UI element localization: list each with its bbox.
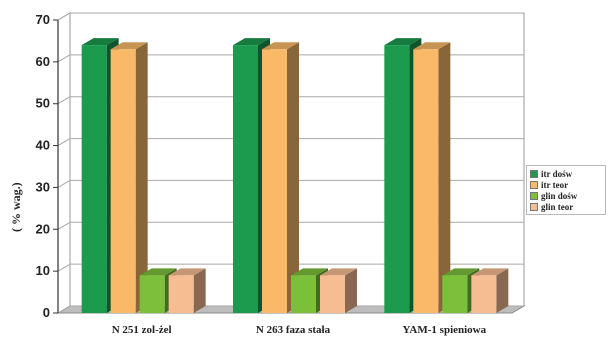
x-category-label: N 263 faza stała: [256, 324, 331, 336]
x-axis-categories: N 251 zol-żel N 263 faza stała YAM-1 spien…: [112, 324, 487, 336]
y-tick-label: 0: [43, 305, 50, 320]
gridline-side: [57, 138, 71, 147]
legend-item: glin dośw: [530, 190, 602, 201]
bar-side: [438, 42, 451, 314]
gridline-side: [57, 12, 71, 21]
gridline-side: [57, 54, 71, 63]
bar-side: [496, 268, 509, 313]
bar-top: [168, 268, 206, 276]
bar: [110, 42, 148, 314]
bar-top: [320, 268, 357, 276]
bar-side: [135, 42, 148, 314]
bars: [81, 38, 509, 314]
legend-swatch: [530, 180, 538, 189]
bar: [413, 42, 451, 314]
gridline-side: [57, 263, 71, 272]
bar: [320, 268, 357, 313]
bar: [291, 268, 328, 313]
legend-label: itr dośw: [541, 168, 573, 179]
y-tick-label: 20: [36, 221, 50, 236]
y-tick-label: 60: [36, 54, 50, 69]
bar-top: [81, 38, 119, 46]
legend-label: itr teor: [541, 179, 569, 190]
bar-top: [471, 268, 509, 276]
bar-front: [168, 275, 194, 313]
bar-top: [291, 268, 328, 276]
x-category-label: YAM-1 spieniowa: [403, 324, 487, 336]
bar: [471, 268, 509, 313]
bar-top: [262, 42, 299, 50]
legend: itr dośw itr teor glin dośw glin teor: [526, 165, 606, 215]
bar-top: [110, 42, 148, 50]
legend-swatch: [530, 202, 538, 211]
bar-front: [413, 49, 439, 314]
legend-label: glin dośw: [541, 190, 578, 201]
y-tick-label: 40: [36, 138, 50, 153]
legend-label: glin teor: [541, 201, 574, 212]
bar-front: [291, 275, 316, 313]
bar-side: [345, 268, 357, 313]
legend-swatch: [530, 169, 538, 178]
bar-front: [442, 275, 468, 313]
bar-top: [139, 268, 177, 276]
gridline-side: [57, 221, 71, 230]
legend-swatch: [530, 191, 538, 200]
bar-front: [384, 45, 410, 313]
legend-item: itr teor: [530, 179, 602, 190]
gridline-side: [57, 96, 71, 105]
x-category-label: N 251 zol-żel: [112, 324, 172, 336]
bar-front: [81, 45, 107, 313]
bar-front: [233, 45, 258, 313]
bar-front: [320, 275, 345, 313]
bar-side: [193, 268, 206, 313]
legend-item: glin teor: [530, 201, 602, 212]
y-tick-label: 50: [36, 96, 50, 111]
y-tick-label: 30: [36, 179, 50, 194]
y-tick-label: 10: [36, 263, 50, 278]
bar-top: [442, 268, 480, 276]
gridline-side: [57, 179, 71, 188]
bar-front: [262, 49, 287, 314]
bar-front: [471, 275, 497, 313]
bar-top: [384, 38, 422, 46]
bar-top: [413, 42, 451, 50]
bar-top: [233, 38, 270, 46]
bar: [168, 268, 206, 313]
bar-front: [139, 275, 165, 313]
y-tick-label: 70: [36, 12, 50, 27]
bar-front: [110, 49, 136, 314]
y-axis-ticks: 0 10 20 30 40 50 60 70: [36, 12, 59, 320]
bar: [262, 42, 299, 314]
gridline-side: [57, 305, 71, 314]
y-axis-label: ( % wag.): [9, 182, 23, 232]
legend-item: itr dośw: [530, 168, 602, 179]
bar-side: [287, 42, 299, 314]
